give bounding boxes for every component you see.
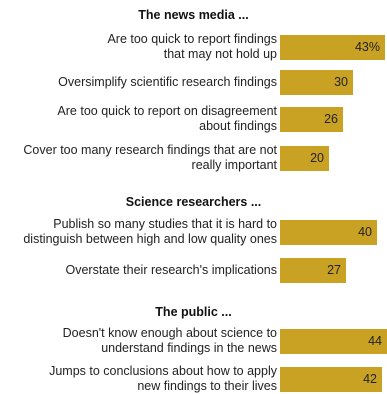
bar-label: Are too quick to report on disagreement … (57, 104, 277, 133)
section-title: The news media ... (138, 8, 249, 22)
bar (280, 257, 346, 283)
bar-label: Doesn't know enough about science to und… (62, 326, 277, 355)
bar-value-label: 27 (327, 262, 341, 277)
bar-label: Cover too many research findings that ar… (23, 143, 277, 172)
bar-label: Overstate their research's implications (65, 262, 278, 277)
bar (280, 366, 382, 392)
bar-value-label: 42 (363, 371, 377, 386)
bar-value-label: 26 (324, 111, 338, 126)
bar (280, 219, 377, 245)
bar-value-label: 20 (310, 150, 324, 165)
bar-label: Publish so many studies that it is hard … (23, 217, 277, 246)
bar-value-label: 44 (368, 333, 382, 348)
bar (280, 145, 329, 171)
bar (280, 69, 353, 95)
bar-label: Are too quick to report findings that ma… (107, 32, 277, 61)
bar (280, 106, 343, 132)
bar (280, 34, 385, 60)
bar-label: Jumps to conclusions about how to apply … (49, 364, 277, 393)
bar-value-label: 40 (358, 224, 372, 239)
section-title: Science researchers ... (125, 195, 262, 209)
bar (280, 328, 387, 354)
bar-label: Oversimplify scientific research finding… (58, 74, 277, 89)
bar-value-label: 43% (354, 39, 380, 54)
section-title: The public ... (155, 305, 232, 319)
bar-value-label: 30 (334, 74, 348, 89)
